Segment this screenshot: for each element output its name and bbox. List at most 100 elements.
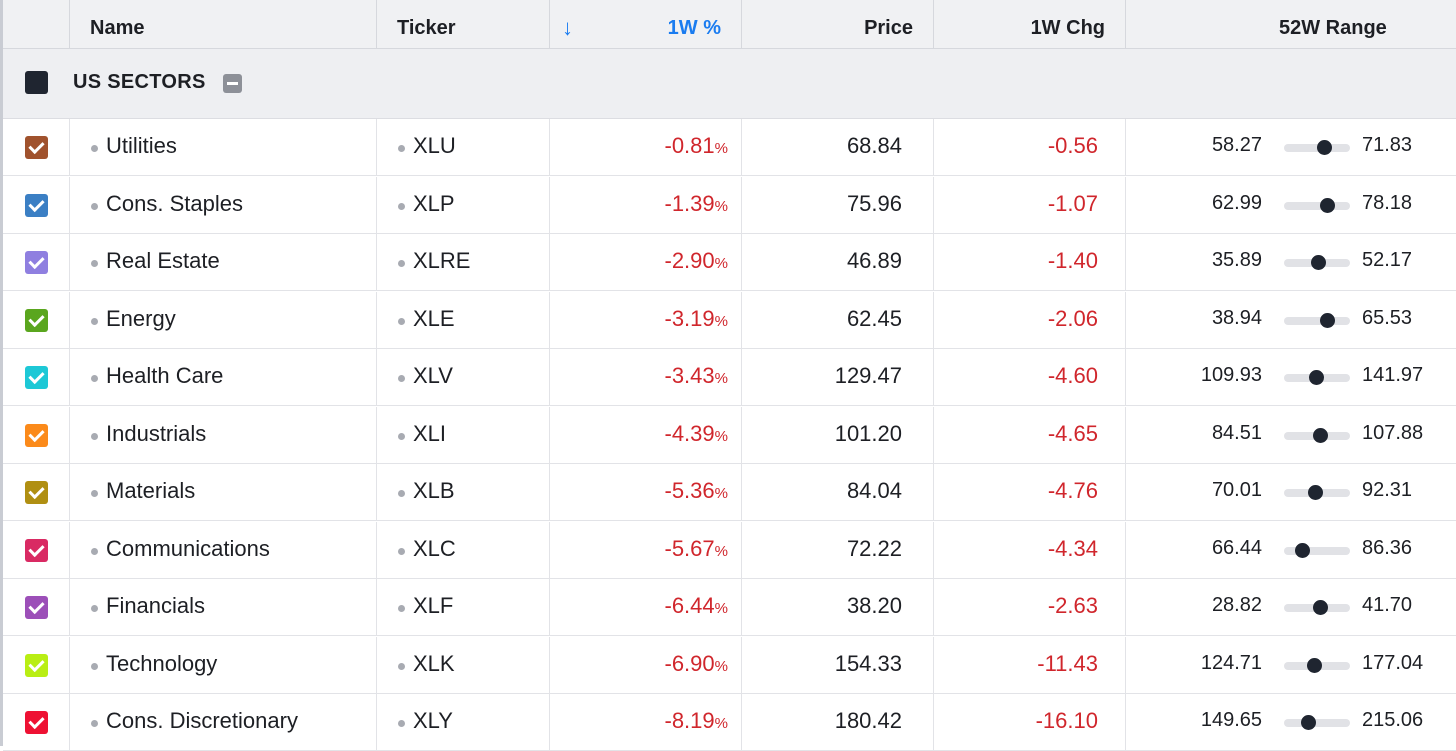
week-chg-cell: -11.43 bbox=[934, 636, 1126, 694]
week-pct-number: -3.19 bbox=[664, 305, 715, 331]
ticker-cell: XLV bbox=[377, 349, 550, 406]
range-high: 65.53 bbox=[1362, 306, 1413, 329]
range-marker bbox=[1317, 140, 1333, 155]
bullet-icon bbox=[398, 547, 405, 555]
range-low: 70.01 bbox=[1211, 479, 1262, 501]
row-checkbox[interactable] bbox=[25, 538, 48, 562]
header-ticker[interactable]: Ticker bbox=[377, 0, 550, 48]
week-chg-cell: -2.63 bbox=[934, 579, 1126, 636]
bullet-icon bbox=[91, 260, 98, 267]
sector-name[interactable]: Materials bbox=[106, 478, 196, 503]
week-pct-number: -0.81 bbox=[664, 133, 715, 158]
collapse-icon[interactable] bbox=[223, 74, 242, 93]
week-pct-value: -5.67% bbox=[665, 536, 729, 562]
bullet-icon bbox=[91, 145, 98, 152]
bullet-icon bbox=[91, 317, 98, 325]
header-week-pct[interactable]: ↓ 1W % bbox=[550, 0, 742, 48]
week-pct-number: -8.19 bbox=[664, 708, 715, 733]
header-range[interactable]: 52W Range bbox=[1126, 0, 1456, 48]
group-row: US SECTORS bbox=[3, 49, 1456, 119]
week-pct-number: -5.67 bbox=[664, 535, 715, 561]
bullet-icon bbox=[398, 720, 405, 727]
table-row[interactable]: Health Care XLV -3.43% 129.47 -4.60 109.93 141… bbox=[3, 349, 1456, 406]
week-pct-value: -3.43% bbox=[665, 363, 729, 389]
bullet-icon bbox=[398, 260, 405, 267]
table-row[interactable]: Energy XLE -3.19% 62.45 -2.06 38.94 65.53 bbox=[3, 291, 1456, 349]
table-row[interactable]: Communications XLC -5.67% 72.22 -4.34 66.44 86… bbox=[3, 521, 1456, 579]
bullet-icon bbox=[398, 202, 405, 210]
table-row[interactable]: Utilities XLU -0.81% 68.84 -0.56 58.27 71.83 bbox=[3, 119, 1456, 176]
sector-name[interactable]: Financials bbox=[106, 593, 206, 618]
percent-sign: % bbox=[714, 312, 728, 330]
row-checkbox[interactable] bbox=[25, 366, 48, 389]
ticker-symbol[interactable]: XLI bbox=[413, 420, 447, 446]
week-pct-number: -4.39 bbox=[664, 420, 715, 446]
sector-name[interactable]: Technology bbox=[106, 650, 218, 676]
row-checkbox[interactable] bbox=[25, 136, 48, 159]
ticker-symbol[interactable]: XLP bbox=[413, 190, 455, 216]
header-name-label: Name bbox=[90, 17, 145, 39]
week-pct-value: -1.39% bbox=[665, 191, 729, 217]
header-week-pct-label: 1W % bbox=[667, 17, 721, 39]
sector-name[interactable]: Energy bbox=[106, 305, 176, 331]
week-chg-cell: -4.34 bbox=[934, 521, 1126, 579]
header-week-chg[interactable]: 1W Chg bbox=[934, 0, 1126, 48]
table-row[interactable]: Cons. Staples XLP -1.39% 75.96 -1.07 62.99 78.… bbox=[3, 176, 1456, 234]
range-high: 52.17 bbox=[1362, 249, 1413, 271]
row-checkbox[interactable] bbox=[25, 596, 48, 619]
ticker-cell: XLC bbox=[377, 521, 550, 579]
ticker-symbol[interactable]: XLU bbox=[413, 133, 456, 158]
row-checkbox[interactable] bbox=[25, 423, 48, 447]
group-checkbox[interactable] bbox=[25, 71, 48, 94]
sector-name[interactable]: Cons. Discretionary bbox=[106, 708, 298, 733]
row-checkbox[interactable] bbox=[25, 481, 48, 504]
header-name[interactable]: Name bbox=[70, 0, 377, 48]
row-checkbox-cell bbox=[3, 234, 70, 291]
range-slider bbox=[1284, 312, 1350, 328]
ticker-symbol[interactable]: XLE bbox=[413, 305, 455, 331]
bullet-icon bbox=[91, 202, 98, 210]
ticker-symbol[interactable]: XLY bbox=[413, 708, 453, 733]
ticker-cell: XLP bbox=[377, 176, 550, 234]
row-checkbox[interactable] bbox=[25, 251, 48, 274]
ticker-symbol[interactable]: XLK bbox=[413, 650, 455, 676]
ticker-symbol[interactable]: XLC bbox=[413, 535, 456, 561]
sector-name[interactable]: Cons. Staples bbox=[106, 190, 243, 216]
row-checkbox[interactable] bbox=[25, 308, 48, 332]
row-checkbox[interactable] bbox=[25, 193, 48, 217]
row-checkbox[interactable] bbox=[25, 653, 48, 677]
week-pct-cell: -3.19% bbox=[550, 291, 742, 349]
sector-name[interactable]: Utilities bbox=[106, 133, 177, 158]
row-checkbox[interactable] bbox=[25, 711, 48, 734]
table-row[interactable]: Industrials XLI -4.39% 101.20 -4.65 84.51 107.… bbox=[3, 406, 1456, 464]
range-cell: 35.89 52.17 bbox=[1126, 234, 1456, 291]
row-checkbox-cell bbox=[3, 291, 70, 349]
range-marker bbox=[1295, 542, 1311, 558]
ticker-symbol[interactable]: XLRE bbox=[413, 248, 471, 273]
range-slider bbox=[1284, 715, 1350, 730]
price-value: 129.47 bbox=[834, 363, 902, 388]
table-row[interactable]: Real Estate XLRE -2.90% 46.89 -1.40 35.89 52.1… bbox=[3, 234, 1456, 291]
table-row[interactable]: Cons. Discretionary XLY -8.19% 180.42 -16.10… bbox=[3, 694, 1456, 751]
bullet-icon bbox=[398, 605, 405, 612]
sector-name[interactable]: Real Estate bbox=[106, 248, 220, 273]
percent-sign: % bbox=[714, 140, 728, 157]
ticker-symbol[interactable]: XLB bbox=[413, 478, 455, 503]
sector-name[interactable]: Health Care bbox=[106, 363, 224, 388]
ticker-symbol[interactable]: XLF bbox=[413, 593, 454, 618]
ticker-symbol[interactable]: XLV bbox=[413, 363, 453, 388]
table-row[interactable]: Financials XLF -6.44% 38.20 -2.63 28.82 41.70 bbox=[3, 579, 1456, 636]
week-pct-cell: -8.19% bbox=[550, 694, 742, 751]
range-high: 92.31 bbox=[1362, 479, 1413, 501]
sector-name[interactable]: Communications bbox=[106, 535, 270, 561]
header-price[interactable]: Price bbox=[742, 0, 934, 48]
price-value: 62.45 bbox=[846, 305, 902, 331]
name-cell: Utilities bbox=[70, 119, 377, 176]
range-low: 58.27 bbox=[1211, 134, 1262, 156]
range-low: 38.94 bbox=[1211, 306, 1262, 329]
table-row[interactable]: Technology XLK -6.90% 154.33 -11.43 124.71 177… bbox=[3, 636, 1456, 694]
price-value: 180.42 bbox=[834, 708, 902, 733]
bullet-icon bbox=[91, 432, 98, 440]
table-row[interactable]: Materials XLB -5.36% 84.04 -4.76 70.01 92.31 bbox=[3, 464, 1456, 521]
sector-name[interactable]: Industrials bbox=[106, 420, 207, 446]
